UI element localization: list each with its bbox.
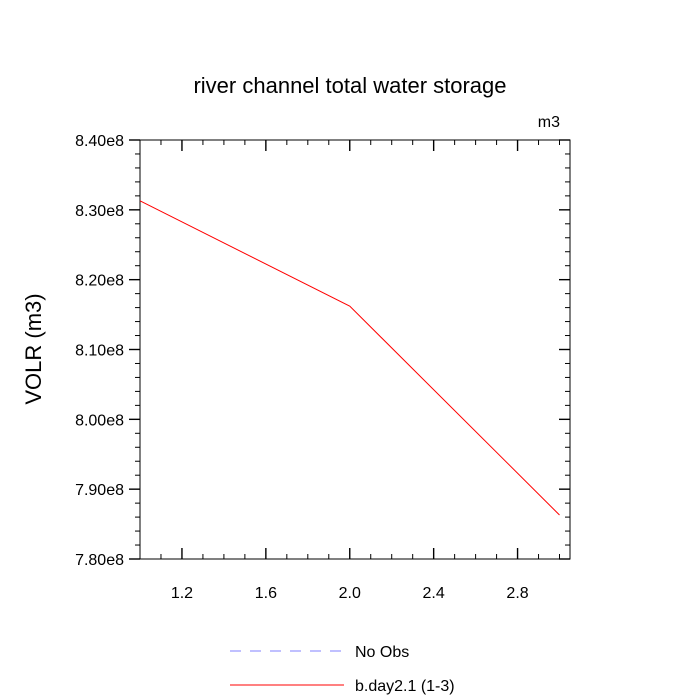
- x-tick-label: 2.8: [506, 585, 528, 602]
- series-line: [139, 200, 560, 516]
- series-lines: [139, 200, 560, 516]
- legend-label: b.day2.1 (1-3): [355, 678, 455, 695]
- plot-frame: [139, 139, 571, 560]
- y-tick-label: 8.30e8: [75, 203, 124, 220]
- x-tick-label: 2.0: [339, 585, 361, 602]
- y-tick-label: 8.40e8: [75, 133, 124, 150]
- x-tick-label: 1.6: [255, 585, 277, 602]
- y-tick-label: 8.20e8: [75, 273, 124, 290]
- x-tick-label: 1.2: [171, 585, 193, 602]
- y-tick-label: 7.80e8: [75, 552, 124, 569]
- y-tick-label: 8.10e8: [75, 343, 124, 360]
- y-axis-label: VOLR (m3): [21, 293, 46, 404]
- tick-marks: [129, 139, 570, 560]
- x-tick-label: 2.4: [423, 585, 445, 602]
- y-tick-label: 8.00e8: [75, 412, 124, 429]
- legend: No Obs b.day2.1 (1-3): [230, 644, 455, 695]
- chart-title: river channel total water storage: [193, 73, 506, 98]
- tick-labels: 1.2 1.6 2.0 2.4 2.8 7.80e8 7.90e8 8.00e8 8.10e8 8…: [75, 133, 529, 602]
- legend-label: No Obs: [355, 644, 409, 661]
- units-label: m3: [538, 114, 560, 131]
- y-tick-label: 7.90e8: [75, 482, 124, 499]
